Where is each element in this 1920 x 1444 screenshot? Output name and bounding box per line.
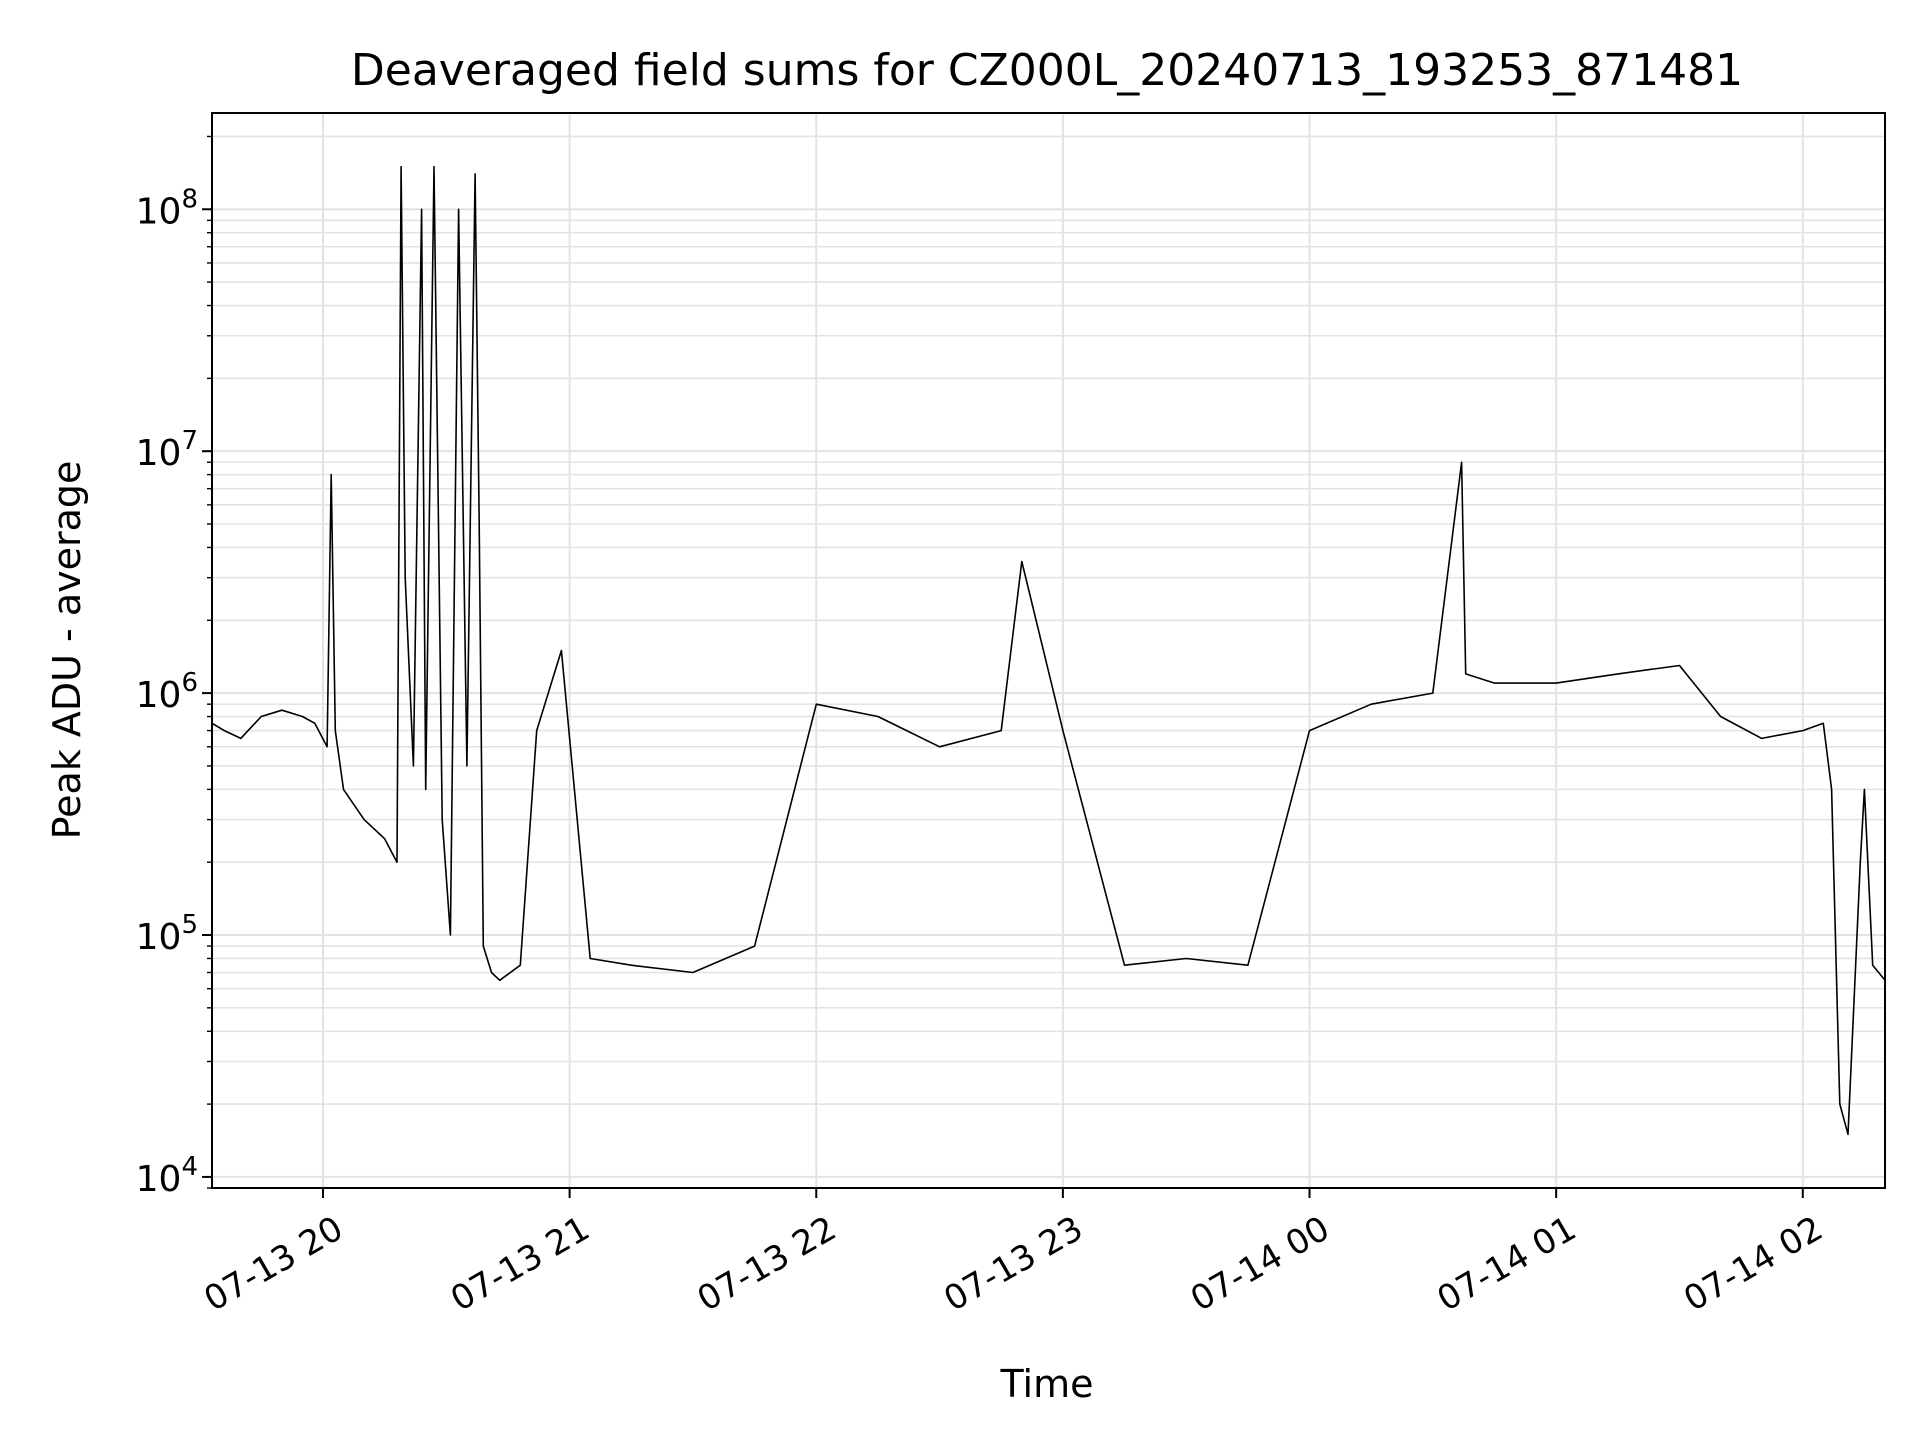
y-tick-exponent: 4 (181, 1152, 198, 1182)
y-tick-exponent: 6 (181, 668, 198, 698)
y-tick-label: 104 (136, 1152, 198, 1200)
series-line (211, 165, 1886, 1136)
y-tick-base: 10 (136, 433, 182, 474)
y-tick-label: 107 (136, 426, 198, 474)
y-tick-exponent: 8 (181, 184, 198, 214)
x-axis-label: Time (1000, 1362, 1094, 1406)
grid (212, 113, 1885, 1189)
y-tick-exponent: 7 (181, 426, 198, 456)
plot-area-frame (211, 112, 1886, 1189)
y-tick-base: 10 (136, 1159, 182, 1200)
y-tick-label: 105 (136, 910, 198, 958)
y-tick-label: 108 (136, 184, 198, 232)
data-line (211, 165, 1886, 1136)
y-tick-base: 10 (136, 675, 182, 716)
y-axis-label: Peak ADU - average (45, 461, 89, 840)
chart-title: Deaveraged field sums for CZ000L_2024071… (351, 45, 1743, 96)
y-tick-base: 10 (136, 191, 182, 232)
y-tick-label: 106 (136, 668, 198, 716)
y-tick-base: 10 (136, 917, 182, 958)
y-tick-exponent: 5 (181, 910, 198, 940)
